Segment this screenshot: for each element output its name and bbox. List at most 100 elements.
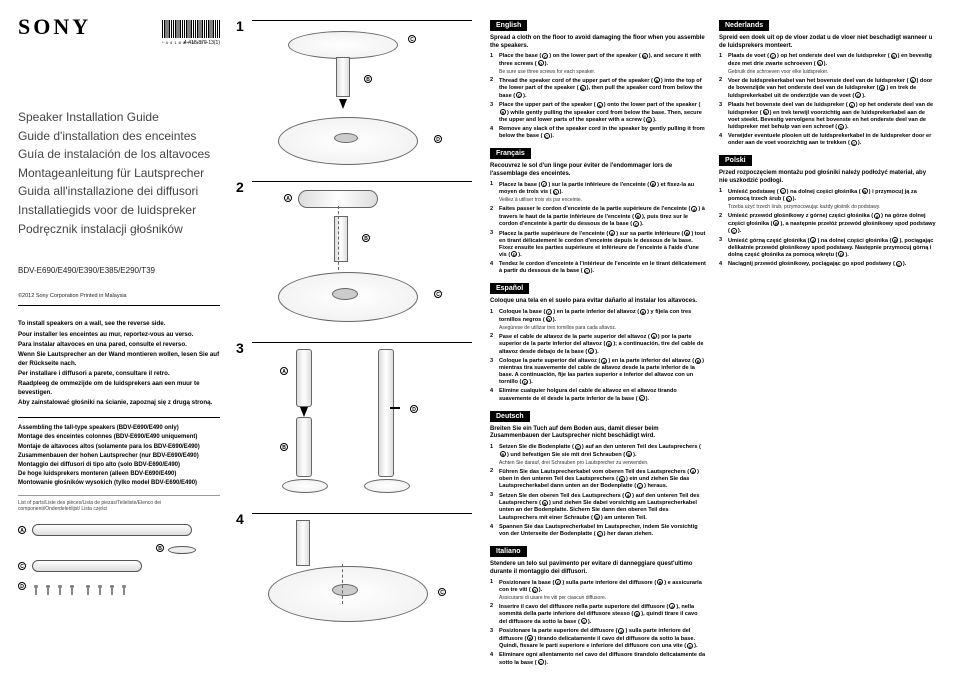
base-hole-icon [334, 133, 358, 143]
lang-header-pl: Polski [719, 155, 752, 166]
mark-c: C [434, 290, 442, 298]
lang-step-de-1: Setzen Sie die Bodenplatte (C) auf an de… [490, 444, 707, 466]
lang-step-de-3: Setzen Sie den oberen Teil des Lautsprec… [490, 492, 707, 521]
lang-steps-fr: Placez la base (C) sur la partie inférie… [490, 181, 707, 275]
asm-en: Assembling the tall-type speakers (BDV-E… [18, 424, 220, 432]
lang-lead-it: Stendere un telo sul pavimento per evita… [490, 561, 707, 576]
model-list: BDV-E690/E490/E390/E385/E290/T39 [18, 266, 220, 275]
assembled-speaker-icon [378, 349, 394, 477]
instructions-area: English Spread a cloth on the floor to av… [480, 0, 954, 677]
lang-step-es-4: Elimine cualquier holgura del cable de a… [490, 388, 707, 402]
lang-header-fr: Français [490, 148, 531, 159]
lang-step-en-4: Remove any slack of the speaker cord in … [490, 126, 707, 140]
lang-step-fr-3: Placez la partie supérieure de l'enceint… [490, 230, 707, 259]
base-right-icon [364, 479, 410, 493]
cord-line-icon [338, 206, 339, 270]
title-pl: Podręcznik instalacji głośników [18, 220, 220, 239]
reverse-fr: Pour installer les enceintes au mur, rep… [18, 331, 220, 339]
mark-b: B [362, 234, 370, 242]
part-label-c: C [18, 562, 26, 570]
page: SONY 4-418-870-13(1) Speaker Installatio… [0, 0, 954, 677]
lang-step-nl-1: Plaats de voet (C) op het onderste deel … [719, 53, 936, 75]
part-label-d: D [18, 582, 26, 590]
arrow-down-icon [300, 407, 308, 417]
lang-step-pl-1: Umieść podstawę (C) na dolnej części gło… [719, 188, 936, 210]
lang-steps-es: Coloque la base (C) en la parte inferior… [490, 309, 707, 403]
base-top-icon [288, 31, 398, 59]
step-4: 4 C [238, 513, 472, 638]
reverse-en: To install speakers on a wall, see the r… [18, 320, 220, 328]
lang-step-en-3: Place the upper part of the speaker (A) … [490, 102, 707, 124]
asm-nl: De hoge luidsprekers monteren (alleen BD… [18, 470, 220, 478]
lang-header-es: Español [490, 283, 529, 294]
lang-header-de: Deutsch [490, 411, 530, 422]
lang-lead-en: Spread a cloth on the floor to avoid dam… [490, 35, 707, 50]
cord-line-icon [342, 564, 343, 604]
part-upper-speaker-icon [32, 524, 192, 536]
lang-step-it-1: Posizionare la base (C) sulla parte infe… [490, 579, 707, 601]
lang-step-fr-1: Placez la base (C) sur la partie inférie… [490, 181, 707, 203]
lang-step-es-1: Coloque la base (C) en la parte inferior… [490, 309, 707, 331]
lang-lead-nl: Spreid een doek uit op de vloer zodat u … [719, 35, 936, 50]
asm-pl: Montowanie głośników wysokich (tylko mod… [18, 479, 220, 487]
arrow-down-icon [339, 99, 347, 109]
mark-a: A [280, 367, 288, 375]
lang-step-nl-3: Plaats het bovenste deel van de luidspre… [719, 102, 936, 131]
upper-speaker-icon [296, 349, 312, 407]
lang-step-fr-2: Faites passer le cordon d'enceinte de la… [490, 206, 707, 228]
assembling-heading: Assembling the tall-type speakers (BDV-E… [18, 417, 220, 487]
lang-steps-de: Setzen Sie die Bodenplatte (C) auf an de… [490, 444, 707, 538]
mark-b: B [364, 75, 372, 83]
mark-b: B [280, 443, 288, 451]
reverse-pl: Aby zainstalować głośniki na ścianie, za… [18, 399, 220, 407]
lang-header-it: Italiano [490, 546, 527, 557]
asm-fr: Montage des enceintes colonnes (BDV-E690… [18, 433, 220, 441]
parts-diagram: A B C D [18, 520, 220, 600]
step-1: 1 C B D [238, 20, 472, 175]
base-hole-icon [332, 584, 358, 596]
lang-step-it-2: Inserire il cavo del diffusore nella par… [490, 603, 707, 625]
mark-d: D [410, 405, 418, 413]
lang-steps-pl: Umieść podstawę (C) na dolnej części gło… [719, 188, 936, 268]
title-nl: Installatiegids voor de luidspreker [18, 201, 220, 220]
lang-steps-en: Place the base (C) on the lower part of … [490, 53, 707, 140]
title-it: Guida all'installazione dei diffusori [18, 182, 220, 201]
part-label-b: B [156, 544, 164, 552]
lang-header-en: English [490, 20, 527, 31]
instructions-col-1: English Spread a cloth on the floor to av… [484, 14, 713, 667]
lang-step-pl-2: Umieść przewód głośnikowy z górnej częśc… [719, 213, 936, 235]
lang-step-pl-3: Umieść górną część głośnika (A) na dolne… [719, 237, 936, 259]
lang-header-nl: Nederlands [719, 20, 769, 31]
screw-side-icon [390, 407, 400, 409]
reverse-nl: Raadpleeg de ommezijde om de luidspreker… [18, 380, 220, 397]
lower-speaker-icon [336, 57, 350, 97]
lang-steps-it: Posizionare la base (C) sulla parte infe… [490, 579, 707, 666]
diagram-column: 1 C B D 2 A B C [230, 0, 480, 677]
title-block: Speaker Installation Guide Guide d'insta… [18, 108, 220, 238]
asm-it: Montaggio dei diffusori di tipo alto (so… [18, 461, 220, 469]
base-hole-icon [332, 288, 358, 300]
mark-a: A [284, 194, 292, 202]
lang-step-es-2: Pase el cable de altavoz de la parte sup… [490, 333, 707, 355]
lang-step-de-4: Spannen Sie das Lautsprecherkabel im Lau… [490, 524, 707, 538]
base-left-icon [282, 479, 328, 493]
lower-speaker-icon [296, 417, 312, 477]
lang-lead-fr: Recouvrez le sol d'un linge pour éviter … [490, 163, 707, 178]
title-fr: Guide d'installation des enceintes [18, 127, 220, 146]
lower-speaker-icon [334, 216, 348, 262]
lang-lead-es: Coloque una tela en el suelo para evitar… [490, 298, 707, 306]
lang-step-es-3: Coloque la parte superior del altavoz (A… [490, 358, 707, 387]
speaker-pole-icon [296, 520, 310, 566]
lang-step-fr-4: Tendez le cordon d'enceinte à l'intérieu… [490, 261, 707, 275]
title-de: Montageanleitung für Lautsprecher [18, 164, 220, 183]
copyright: ©2012 Sony Corporation Printed in Malays… [18, 293, 220, 306]
lang-step-de-2: Führen Sie das Lautsprecherkabel vom obe… [490, 468, 707, 490]
lang-lead-pl: Przed rozpoczęciem montażu pod głośniki … [719, 170, 936, 185]
lang-step-en-2: Thread the speaker cord of the upper par… [490, 77, 707, 99]
left-column: SONY 4-418-870-13(1) Speaker Installatio… [0, 0, 230, 677]
mark-c: C [408, 35, 416, 43]
reverse-es: Para instalar altavoces en una pared, co… [18, 341, 220, 349]
asm-es: Montaje de altavoces altos (solamente pa… [18, 443, 220, 451]
part-screws-icon [32, 582, 152, 594]
reverse-side-note: To install speakers on a wall, see the r… [18, 320, 220, 407]
